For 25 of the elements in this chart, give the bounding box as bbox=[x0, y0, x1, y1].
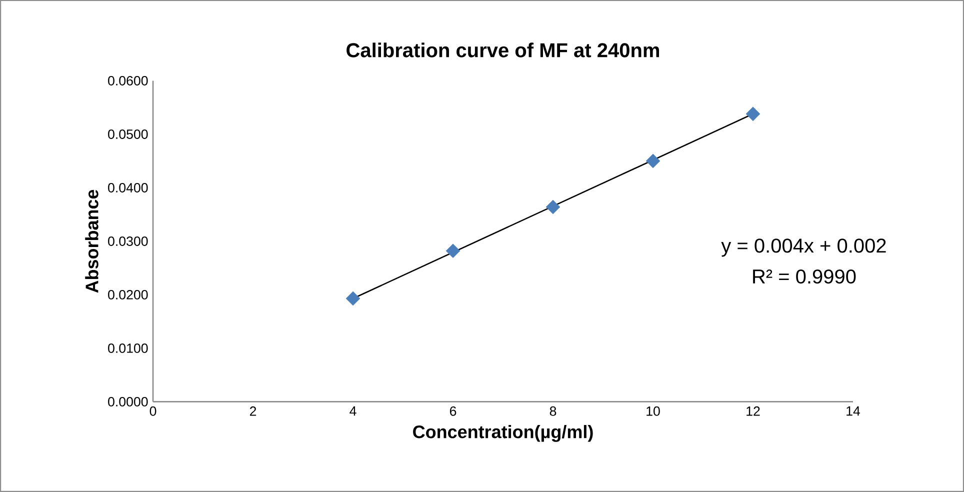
x-tick-label: 8 bbox=[550, 406, 556, 416]
y-tick-label: 0.0400 bbox=[108, 183, 148, 192]
annotation: y = 0.004x + 0.002 bbox=[721, 238, 886, 257]
point bbox=[546, 200, 560, 214]
y-tick-label: 0.0500 bbox=[108, 130, 148, 139]
x-tick-label: 14 bbox=[846, 406, 860, 416]
point bbox=[446, 244, 460, 258]
x-tick-label: 6 bbox=[450, 406, 456, 416]
y-tick-label: 0.0600 bbox=[108, 76, 148, 86]
y-tick-label: 0.0300 bbox=[108, 236, 148, 246]
x-tick-label: 0 bbox=[150, 406, 156, 416]
annotation: R² = 0.9990 bbox=[753, 269, 856, 284]
x-axis-title: Concentration(µg/ml) bbox=[413, 425, 593, 442]
x-tick-label: 10 bbox=[646, 406, 660, 416]
chart-title: Calibration curve of MF at 240nm bbox=[346, 42, 660, 58]
y-axis-title: Absorbance bbox=[85, 190, 98, 293]
y-tick-label: 0.0100 bbox=[108, 344, 148, 353]
x-tick-label: 4 bbox=[350, 406, 356, 416]
x-tick-label: 12 bbox=[746, 406, 760, 416]
point bbox=[346, 291, 360, 306]
point bbox=[746, 106, 760, 121]
point bbox=[646, 154, 660, 168]
x-tick-label: 2 bbox=[250, 406, 256, 416]
y-tick-label: 0.0200 bbox=[108, 290, 148, 300]
y-tick-label: 0.0000 bbox=[108, 397, 148, 406]
